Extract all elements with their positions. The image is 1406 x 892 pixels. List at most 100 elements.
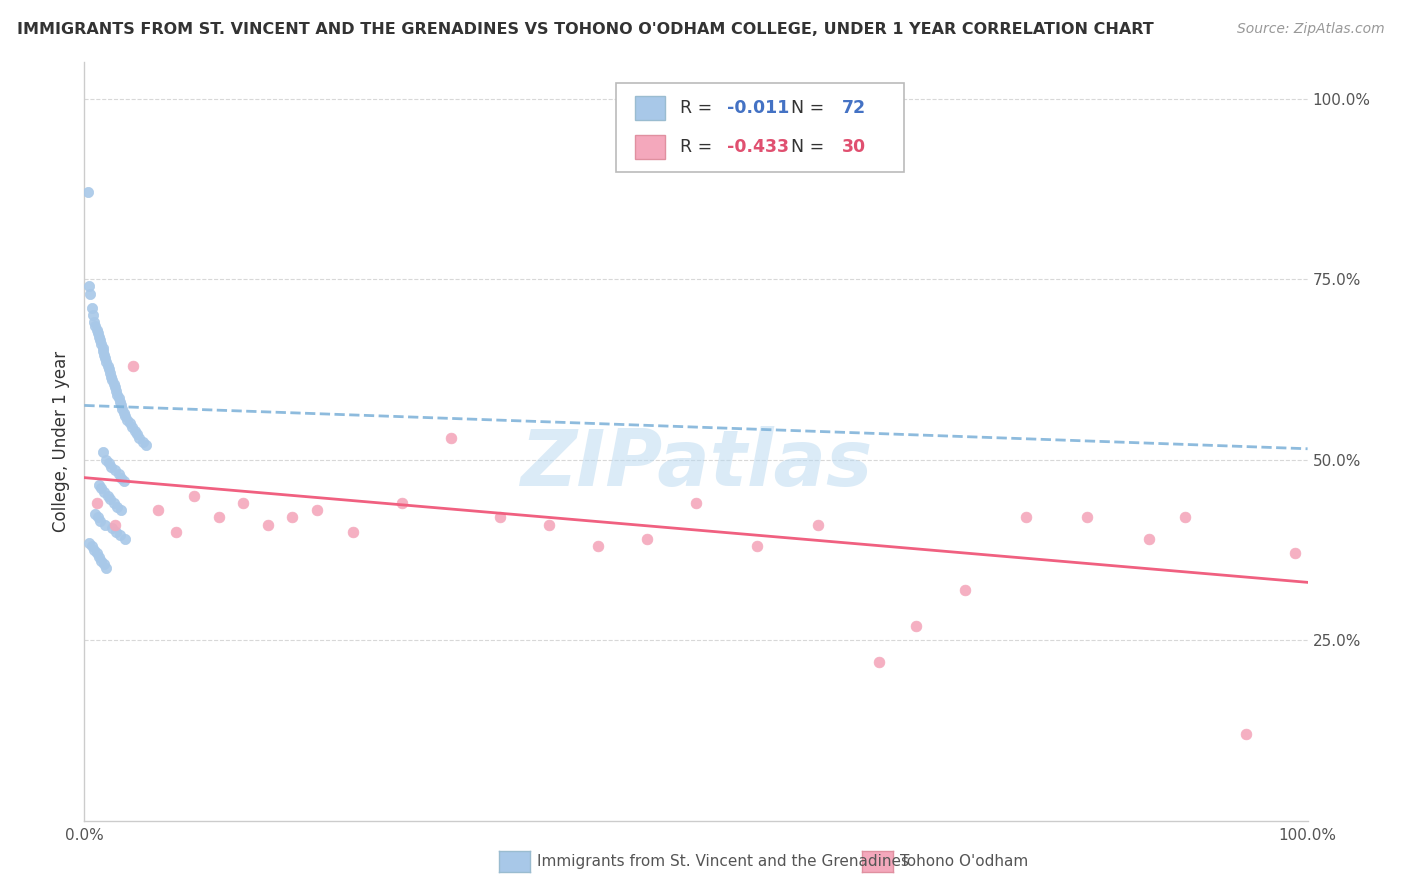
- Point: [93, 348, 115, 362]
- Point: [87, 330, 110, 344]
- Point: [91, 341, 114, 355]
- Point: [869, 655, 891, 669]
- Point: [107, 467, 129, 481]
- Point: [101, 521, 124, 535]
- Point: [1015, 510, 1038, 524]
- Point: [110, 503, 132, 517]
- Point: [98, 366, 121, 380]
- Point: [96, 452, 118, 467]
- Point: [98, 492, 121, 507]
- Point: [101, 373, 124, 387]
- Point: [105, 384, 128, 398]
- Point: [146, 503, 169, 517]
- Point: [86, 323, 108, 337]
- Point: [111, 402, 134, 417]
- Point: [93, 485, 115, 500]
- Point: [97, 456, 120, 470]
- Point: [83, 315, 105, 329]
- Point: [440, 431, 463, 445]
- Point: [105, 387, 128, 401]
- Point: [77, 535, 100, 549]
- Point: [636, 532, 658, 546]
- Point: [110, 470, 132, 484]
- Point: [80, 301, 103, 315]
- Point: [1174, 510, 1197, 524]
- Point: [86, 496, 108, 510]
- Point: [135, 438, 157, 452]
- Point: [93, 558, 115, 572]
- Point: [100, 459, 122, 474]
- Point: [87, 510, 110, 524]
- Point: [281, 510, 304, 524]
- Point: [112, 475, 135, 489]
- Text: N =: N =: [780, 138, 830, 156]
- Point: [87, 326, 110, 341]
- Point: [91, 445, 114, 459]
- Point: [115, 413, 138, 427]
- Point: [905, 618, 928, 632]
- Point: [96, 561, 118, 575]
- Point: [77, 279, 100, 293]
- Text: 30: 30: [842, 138, 866, 156]
- Point: [105, 524, 128, 539]
- Point: [104, 517, 127, 532]
- Point: [107, 391, 129, 405]
- Text: N =: N =: [780, 99, 830, 117]
- Point: [94, 517, 117, 532]
- Y-axis label: College, Under 1 year: College, Under 1 year: [52, 351, 70, 533]
- Point: [118, 417, 141, 431]
- Text: 72: 72: [842, 99, 866, 117]
- Point: [1236, 727, 1258, 741]
- Point: [685, 496, 707, 510]
- Point: [128, 431, 150, 445]
- Point: [89, 514, 111, 528]
- Point: [1284, 546, 1306, 560]
- Bar: [616, 83, 904, 172]
- Text: Tohono O'odham: Tohono O'odham: [900, 855, 1028, 869]
- Point: [103, 376, 125, 391]
- Point: [125, 427, 148, 442]
- Point: [586, 539, 609, 553]
- Text: R =: R =: [681, 99, 718, 117]
- Point: [97, 362, 120, 376]
- Point: [114, 409, 136, 424]
- Point: [122, 359, 145, 373]
- Point: [104, 463, 127, 477]
- Point: [87, 550, 110, 565]
- Text: -0.011: -0.011: [727, 99, 789, 117]
- Point: [90, 554, 112, 568]
- Point: [489, 510, 512, 524]
- Point: [97, 359, 120, 373]
- Point: [77, 186, 100, 200]
- Point: [91, 344, 114, 359]
- Point: [208, 510, 231, 524]
- Point: [84, 318, 107, 333]
- Point: [84, 507, 107, 521]
- Point: [121, 420, 143, 434]
- Point: [94, 351, 117, 366]
- Point: [953, 582, 976, 597]
- Point: [86, 546, 108, 560]
- Point: [82, 308, 104, 322]
- Point: [83, 542, 105, 557]
- Point: [90, 337, 112, 351]
- Point: [108, 394, 131, 409]
- Point: [257, 517, 280, 532]
- Point: [747, 539, 769, 553]
- Text: IMMIGRANTS FROM ST. VINCENT AND THE GRENADINES VS TOHONO O'ODHAM COLLEGE, UNDER : IMMIGRANTS FROM ST. VINCENT AND THE GREN…: [17, 22, 1153, 37]
- Point: [132, 434, 155, 449]
- Point: [391, 496, 413, 510]
- Point: [79, 286, 101, 301]
- Point: [90, 482, 112, 496]
- Text: Source: ZipAtlas.com: Source: ZipAtlas.com: [1237, 22, 1385, 37]
- Point: [80, 539, 103, 553]
- Point: [165, 524, 187, 539]
- Text: R =: R =: [681, 138, 718, 156]
- Point: [1076, 510, 1098, 524]
- Point: [105, 500, 128, 514]
- Point: [89, 334, 111, 348]
- Point: [110, 399, 132, 413]
- Point: [87, 478, 110, 492]
- Text: Immigrants from St. Vincent and the Grenadines: Immigrants from St. Vincent and the Gren…: [537, 855, 910, 869]
- Point: [103, 496, 125, 510]
